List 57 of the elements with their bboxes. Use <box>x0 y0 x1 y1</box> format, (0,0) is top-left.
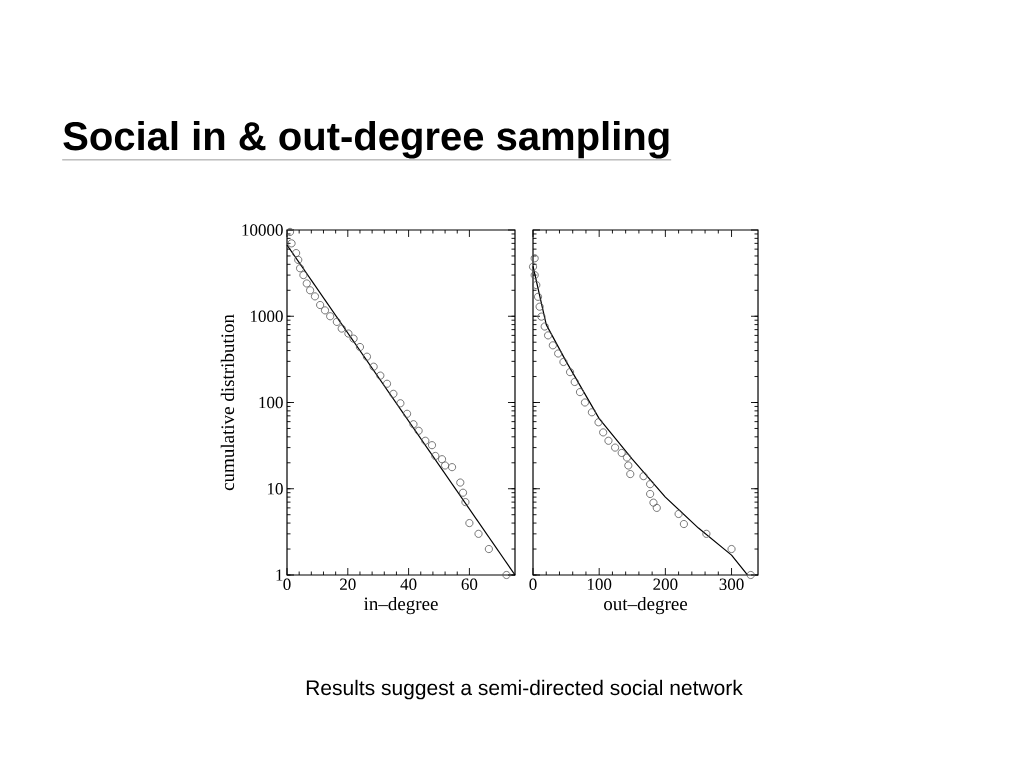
x-tick-label: 200 <box>653 578 678 591</box>
point <box>299 271 308 280</box>
point <box>292 249 301 258</box>
point <box>465 519 474 528</box>
point <box>389 389 398 398</box>
y-tick-label: 10000 <box>242 224 283 236</box>
point <box>286 227 295 236</box>
y-tick-label: 1000 <box>250 310 283 322</box>
point <box>376 371 385 380</box>
point <box>321 306 329 315</box>
point <box>461 498 470 507</box>
point <box>362 352 371 361</box>
point <box>296 264 305 273</box>
point <box>349 334 358 343</box>
point <box>441 461 450 470</box>
x-tick-label: 100 <box>587 578 612 591</box>
text: Results suggest a semi-directed social network <box>306 679 743 700</box>
point <box>383 379 392 388</box>
y-axis-title: cumulative distribution <box>220 314 235 491</box>
point <box>332 317 341 326</box>
point <box>502 571 511 579</box>
point <box>337 324 346 333</box>
point <box>438 455 447 464</box>
point <box>421 436 430 445</box>
point <box>456 478 465 487</box>
point <box>414 426 423 435</box>
y-tick-label: 100 <box>259 396 283 409</box>
x-axis-title: out–degree <box>604 596 688 615</box>
point <box>403 409 412 418</box>
point <box>316 301 325 310</box>
point <box>428 441 437 450</box>
x-axis-title: in–degree <box>363 596 438 615</box>
point <box>459 488 468 497</box>
x-tick-label: 0 <box>529 578 537 591</box>
point <box>310 292 319 301</box>
point <box>396 399 405 408</box>
point <box>474 529 483 538</box>
point <box>344 329 353 338</box>
point <box>409 420 418 429</box>
x-tick-label: 40 <box>400 578 417 591</box>
point <box>484 545 493 554</box>
x-tick-label: 20 <box>340 578 356 591</box>
point <box>448 463 457 472</box>
x-tick-label: 300 <box>719 578 744 591</box>
point <box>302 279 311 288</box>
point <box>294 255 303 264</box>
point <box>326 312 335 321</box>
point <box>287 239 296 248</box>
x-tick-label: 60 <box>461 578 478 591</box>
point <box>431 451 440 460</box>
x-tick-label: 0 <box>283 578 291 591</box>
point <box>355 343 364 351</box>
point <box>306 286 315 295</box>
point <box>369 362 378 371</box>
chart-title: Social in & out-degree sampling <box>63 121 669 159</box>
y-tick-label: 1 <box>276 569 283 581</box>
y-tick-label: 10 <box>267 483 283 495</box>
